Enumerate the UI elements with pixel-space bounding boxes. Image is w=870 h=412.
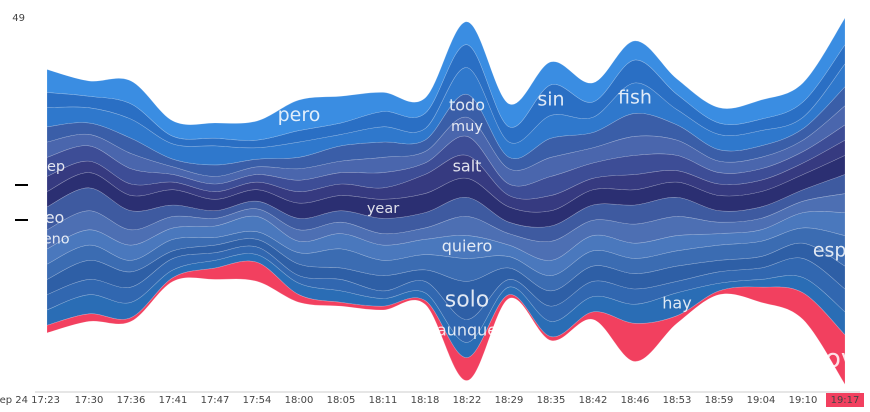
y-tick-label: 49: [12, 13, 25, 24]
x-tick-label: 18:53: [663, 395, 692, 406]
x-tick-label: 17:36: [117, 395, 146, 406]
stream-label: year: [367, 201, 399, 217]
stream-label: espero: [813, 239, 870, 261]
x-tick-label: 18:42: [579, 395, 608, 406]
stream-label: sin: [537, 89, 564, 111]
x-tick-label: 18:18: [411, 395, 440, 406]
x-tick-label: 18:29: [495, 395, 524, 406]
stream-label: bueno: [24, 231, 70, 247]
stream-label: solo: [445, 287, 490, 312]
stream-label: pero: [278, 104, 321, 126]
stream-label: todo: [449, 95, 485, 114]
x-tick-label: 18:05: [327, 395, 356, 406]
x-tick-label: 18:59: [705, 395, 734, 406]
stream-layer: [46, 16, 846, 141]
x-tick-label: 17:54: [243, 395, 272, 406]
stream-label: deep: [29, 159, 65, 175]
x-tick-label: 18:46: [621, 395, 650, 406]
stream-label: salt: [453, 156, 482, 175]
stream-label: quiero: [442, 236, 493, 255]
x-tick-label: 19:04: [747, 395, 776, 406]
stream-label: love: [818, 344, 870, 374]
x-tick-label: 19:17: [831, 395, 860, 406]
x-tick-label: 17:41: [159, 395, 188, 406]
stream-label: fish: [618, 87, 652, 109]
stream-label: creo: [30, 208, 65, 227]
stream-label: hay: [662, 294, 691, 313]
x-tick-label: 17:30: [75, 395, 104, 406]
x-label-highlight: [826, 393, 864, 407]
x-tick-label: 18:22: [453, 395, 482, 406]
x-tick-label: 18:11: [369, 395, 398, 406]
x-tick-label: 17:47: [201, 395, 230, 406]
stream-label: muy: [451, 119, 483, 135]
stream-label: aunque: [437, 320, 497, 339]
x-tick-label: 18:00: [285, 395, 314, 406]
x-tick-label: 18:35: [537, 395, 566, 406]
x-tick-label: Sep 24 17:23: [0, 395, 60, 406]
x-tick-label: 19:10: [789, 395, 818, 406]
